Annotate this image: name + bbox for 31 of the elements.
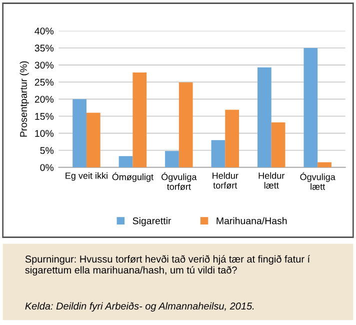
y-tick-label: 30% (34, 62, 54, 69)
bar (118, 156, 133, 168)
bar (165, 150, 179, 168)
bar (132, 72, 147, 168)
y-tick-label: 10% (35, 130, 54, 137)
y-axis-title: Prosentpartur (%) (20, 61, 29, 137)
bar (72, 99, 86, 168)
bar (225, 110, 240, 168)
x-tick-label: Heldur lætt (258, 172, 285, 189)
y-tick-label: 0% (40, 164, 54, 171)
bar (178, 82, 193, 168)
y-tick-label: 40% (34, 28, 54, 34)
y-tick-label: 25% (34, 78, 54, 86)
x-tick-label: Heldur torført (212, 172, 238, 189)
x-tick-label: Eg veit ikki (66, 172, 108, 181)
x-tick-label: Ómøguligt (112, 172, 154, 182)
y-tick-label: 20% (34, 96, 54, 103)
bar (271, 122, 286, 168)
bar (304, 48, 318, 168)
text: Kelda: Deildin fyri Arbeiðs- og Almannaheilsu, 2015. (25, 302, 254, 312)
y-tick-label: 15% (35, 112, 54, 120)
text: Spurningur: Hvussu torført hevði tað verið hjá tær at fingið fatur í sigarettum ella marihuana/hash, um tú vildi tað? (25, 255, 310, 276)
x-tick-label: Ógvuliga lætt (300, 172, 336, 190)
x-tick-label: Ógvuliga torført (162, 172, 197, 190)
bar (257, 67, 272, 168)
legend-label: Sigarettir (132, 217, 172, 226)
bar (86, 112, 100, 168)
legend-label: Marihuana/Hash (216, 217, 287, 224)
bar (211, 140, 226, 168)
y-tick-label: 5% (40, 147, 54, 154)
y-tick-label: 35% (34, 44, 54, 52)
